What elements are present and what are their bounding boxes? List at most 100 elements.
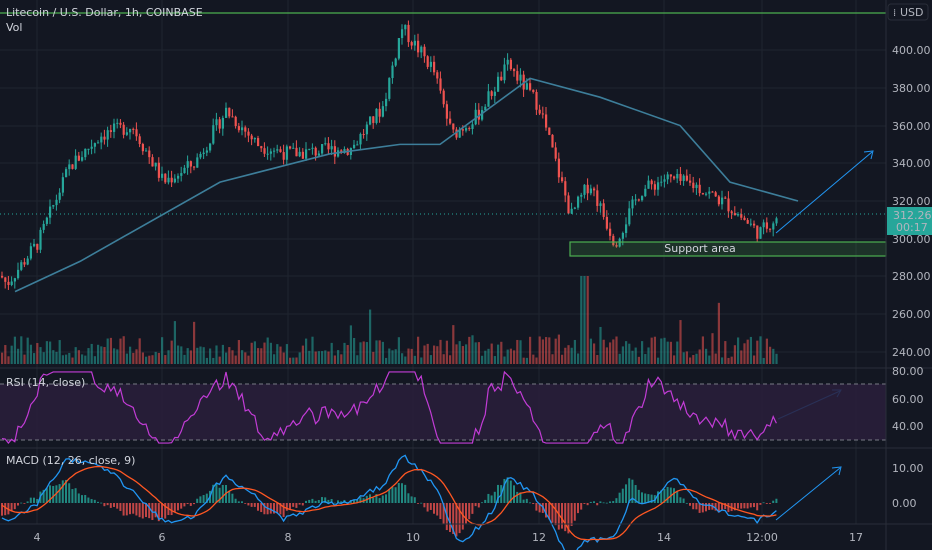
macd-hist-bar — [609, 501, 611, 503]
volume-bar — [138, 338, 141, 364]
candle-body — [500, 76, 503, 81]
candle-body — [730, 211, 733, 214]
candle-body — [49, 206, 52, 218]
time-axis[interactable]: 4 6 8 10 12 14 12:00 17 — [34, 531, 864, 544]
candle-body — [109, 130, 112, 132]
candle-body — [237, 126, 240, 131]
macd-hist-bar — [458, 503, 461, 534]
candle-body — [167, 177, 170, 183]
volume-bar — [301, 345, 304, 364]
macd-hist-bar — [657, 491, 659, 503]
volume-bar — [583, 276, 586, 364]
macd-hist-bar — [583, 503, 586, 504]
price-axis[interactable]: 400.00 380.00 360.00 340.00 320.00 300.00 280.… — [892, 44, 931, 359]
candle-body — [276, 149, 279, 151]
volume-bar — [561, 354, 564, 364]
rsi-title[interactable]: RSI (14, close) — [6, 376, 85, 389]
volume-bar — [762, 357, 765, 364]
currency-button[interactable]: ⁞ USD — [887, 3, 929, 21]
candle-body — [186, 161, 189, 168]
macd-hist-bar — [561, 503, 563, 529]
macd-hist-bar — [388, 488, 391, 503]
candle-body — [135, 129, 138, 137]
candle-body — [519, 74, 522, 81]
candle-body — [516, 71, 519, 81]
macd-hist-bar — [468, 503, 471, 520]
macd-hist-bar — [673, 488, 675, 503]
candle-body — [359, 134, 362, 145]
candle-body — [583, 184, 586, 195]
volume-bar — [39, 347, 42, 364]
macd-hist-bar — [724, 503, 727, 510]
macd-hist-bar — [282, 503, 285, 517]
macd-hist-bar — [1, 503, 3, 516]
candle-body — [548, 127, 551, 135]
macd-hist-bar — [90, 499, 93, 503]
candle-body — [145, 150, 148, 152]
macd-hist-bar — [551, 503, 554, 523]
candle-body — [765, 222, 768, 229]
candle-body — [567, 195, 570, 214]
macd-hist-bar — [186, 503, 189, 505]
candle-body — [388, 78, 391, 99]
candle-body — [637, 199, 640, 201]
volume-bar — [68, 352, 71, 364]
macd-hist-bar — [145, 503, 147, 518]
macd-hist-bar — [247, 503, 250, 506]
price-tick: 360.00 — [892, 120, 931, 133]
macd-tick-0: 0.00 — [892, 497, 917, 510]
macd-hist-bar — [618, 492, 621, 503]
macd-hist-bar — [148, 503, 151, 519]
macd-hist-bar — [762, 502, 765, 504]
candle-body — [436, 72, 439, 79]
volume-bar — [669, 341, 672, 364]
candle-body — [129, 128, 132, 133]
volume-bar — [468, 336, 471, 364]
candle-body — [391, 65, 394, 79]
candle-body — [641, 196, 644, 201]
macd-hist-bar — [295, 503, 298, 508]
macd-hist-bar — [87, 497, 90, 503]
candle-body — [122, 124, 125, 135]
candle-body — [305, 149, 308, 159]
volume-bar — [487, 348, 490, 364]
volume-bar — [289, 357, 292, 364]
macd-hist-bar — [647, 494, 650, 503]
volume-bar — [23, 354, 26, 364]
candle-body — [685, 175, 688, 181]
volume-bar — [148, 355, 151, 364]
forecast-arrow-price[interactable] — [775, 150, 874, 234]
candle-body — [580, 194, 583, 197]
macd-title[interactable]: MACD (12, 26, close, 9) — [6, 454, 135, 467]
macd-hist-bar — [324, 497, 327, 503]
candle-body — [103, 136, 106, 140]
volume-bar — [93, 356, 96, 364]
volume-bar — [653, 336, 656, 364]
volume-bar — [756, 340, 759, 364]
candle-body — [705, 193, 708, 195]
forecast-arrow-macd[interactable] — [775, 466, 842, 521]
candle-body — [161, 173, 164, 178]
macd-hist-bar — [375, 494, 378, 503]
macd-hist-bar — [45, 488, 48, 503]
volume-bar — [759, 336, 762, 364]
price-tick: 260.00 — [892, 308, 931, 321]
volume-bar — [679, 320, 682, 364]
macd-hist-bar — [308, 499, 311, 503]
macd-hist-bar — [589, 501, 592, 503]
macd-hist-bar — [378, 498, 381, 503]
macd-hist-bar — [372, 497, 375, 503]
volume-bar — [733, 345, 736, 364]
macd-hist-bar — [81, 495, 83, 503]
volume-bar — [593, 343, 596, 364]
candle-body — [253, 138, 256, 140]
candle-body — [593, 188, 596, 191]
volume-bar — [455, 344, 458, 364]
macd-hist-bar — [548, 503, 551, 520]
macd-hist-bar — [465, 503, 467, 524]
volume-bar — [772, 348, 775, 364]
candle-body — [324, 143, 327, 145]
symbol-title[interactable]: Litecoin / U.S. Dollar, 1h, COINBASE — [6, 6, 203, 19]
macd-hist-bar — [554, 503, 557, 526]
